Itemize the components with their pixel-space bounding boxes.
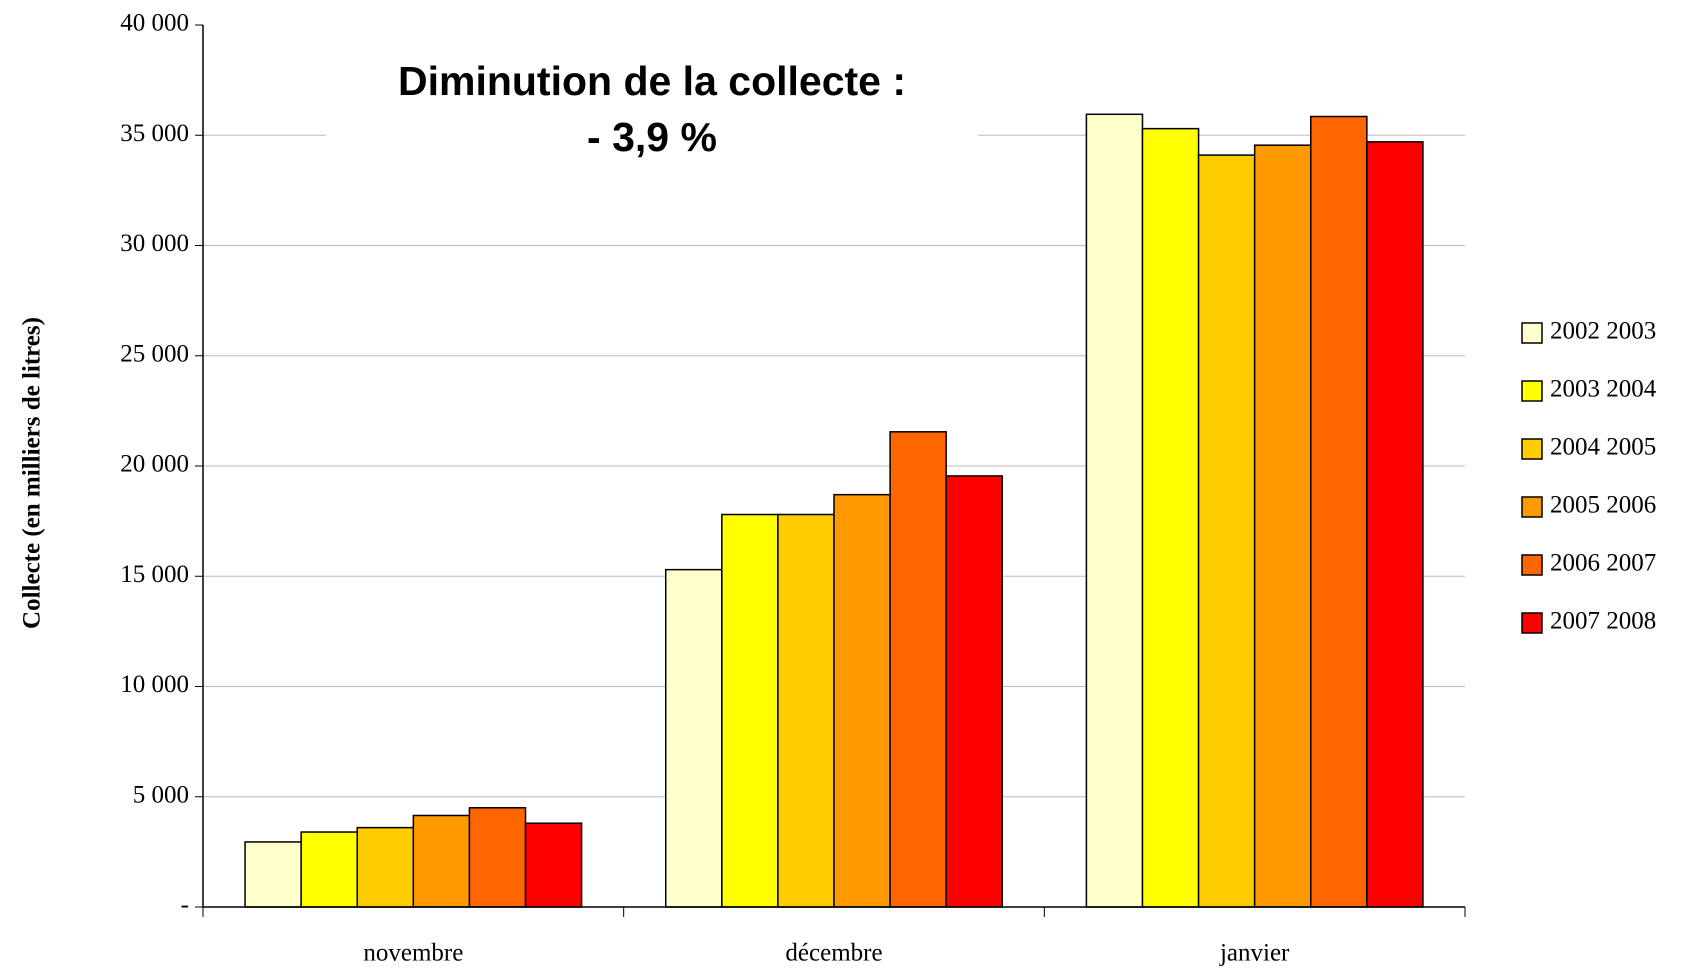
legend-label: 2007 2008 — [1550, 608, 1656, 635]
bar — [1366, 141, 1424, 908]
x-tick-label: décembre — [785, 940, 882, 967]
y-axis-label: Collecte (en milliers de litres) — [19, 317, 46, 629]
y-tick-label: 30 000 — [120, 230, 189, 257]
y-tick-label: - — [181, 892, 189, 919]
annotation: - 3,9 % — [587, 114, 717, 160]
y-tick-label: 5 000 — [133, 781, 189, 808]
bar — [1197, 154, 1256, 908]
bar — [524, 822, 583, 908]
bar — [721, 513, 779, 908]
bar — [412, 814, 471, 908]
y-tick-label: 35 000 — [120, 120, 189, 147]
legend-label: 2002 2003 — [1550, 318, 1656, 345]
y-tick-label: 25 000 — [120, 340, 189, 367]
annotation: Diminution de la collecte : — [398, 58, 906, 104]
bar — [833, 493, 891, 908]
y-tick-label: 20 000 — [120, 451, 189, 478]
x-tick-label: novembre — [363, 940, 463, 967]
y-tick-label: 40 000 — [120, 10, 189, 37]
x-tick-label: janvier — [1219, 940, 1290, 967]
bar — [945, 475, 1004, 908]
bar — [300, 831, 358, 908]
legend-swatch — [1521, 496, 1543, 518]
bar — [777, 513, 835, 908]
legend-swatch — [1521, 438, 1543, 460]
bar — [1141, 127, 1200, 908]
y-tick-label: 15 000 — [120, 561, 189, 588]
legend-swatch — [1521, 554, 1543, 576]
y-tick-label: 10 000 — [120, 671, 189, 698]
bar — [889, 431, 947, 908]
bar — [664, 568, 723, 908]
bar — [244, 841, 302, 908]
legend-label: 2003 2004 — [1550, 376, 1657, 403]
bar — [468, 807, 527, 908]
legend-label: 2006 2007 — [1550, 550, 1656, 577]
bar — [1310, 115, 1368, 908]
bar — [1085, 113, 1144, 908]
legend-swatch — [1521, 380, 1543, 402]
annotation-box — [326, 50, 978, 158]
legend-label: 2004 2005 — [1550, 434, 1656, 461]
bar — [356, 826, 415, 908]
bar — [1253, 144, 1312, 908]
legend-swatch — [1521, 322, 1543, 344]
legend-label: 2005 2006 — [1550, 492, 1656, 519]
legend-swatch — [1521, 612, 1543, 634]
